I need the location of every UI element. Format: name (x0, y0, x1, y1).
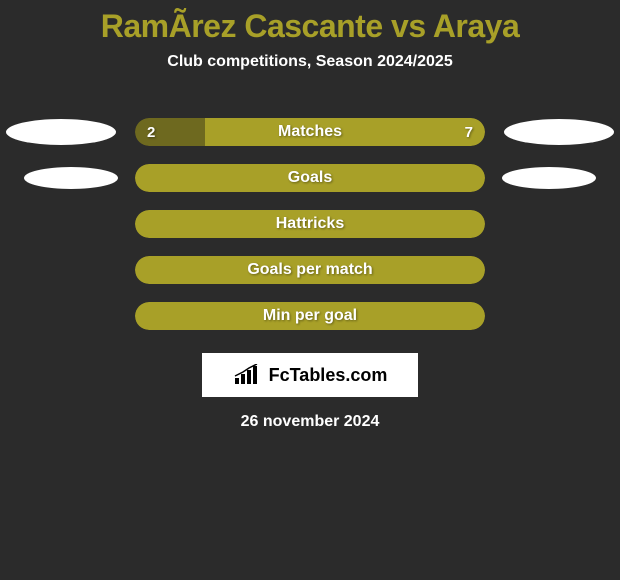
bar-track: Goals per match (135, 256, 485, 284)
bar-right-segment (205, 118, 485, 146)
logo-text: FcTables.com (269, 365, 388, 386)
bar-right-value: 7 (465, 118, 473, 146)
bar-left-segment (135, 118, 205, 146)
chart-row-hattricks: Hattricks (0, 201, 620, 247)
chart-row-goals-per-match: Goals per match (0, 247, 620, 293)
bar-chart-icon (233, 364, 263, 386)
bar-full-segment (135, 302, 485, 330)
chart-row-min-per-goal: Min per goal (0, 293, 620, 339)
bar-full-segment (135, 210, 485, 238)
bar-track: Min per goal (135, 302, 485, 330)
bar-track: Goals (135, 164, 485, 192)
bar-track: Hattricks (135, 210, 485, 238)
player-right-ellipse (504, 119, 614, 145)
bar-left-value: 2 (147, 118, 155, 146)
page-title: RamÃ­rez Cascante vs Araya (0, 8, 620, 45)
player-left-ellipse (6, 119, 116, 145)
chart-row-goals: Goals (0, 155, 620, 201)
comparison-container: RamÃ­rez Cascante vs Araya Club competit… (0, 0, 620, 431)
bar-full-segment (135, 256, 485, 284)
chart-area: 2 7 Matches Goals Hattricks Goals per (0, 109, 620, 339)
chart-row-matches: 2 7 Matches (0, 109, 620, 155)
page-subtitle: Club competitions, Season 2024/2025 (0, 53, 620, 71)
player-right-ellipse (502, 167, 596, 189)
bar-track: 2 7 Matches (135, 118, 485, 146)
logo-box: FcTables.com (202, 353, 418, 397)
player-left-ellipse (24, 167, 118, 189)
bar-full-segment (135, 164, 485, 192)
date-text: 26 november 2024 (0, 413, 620, 431)
